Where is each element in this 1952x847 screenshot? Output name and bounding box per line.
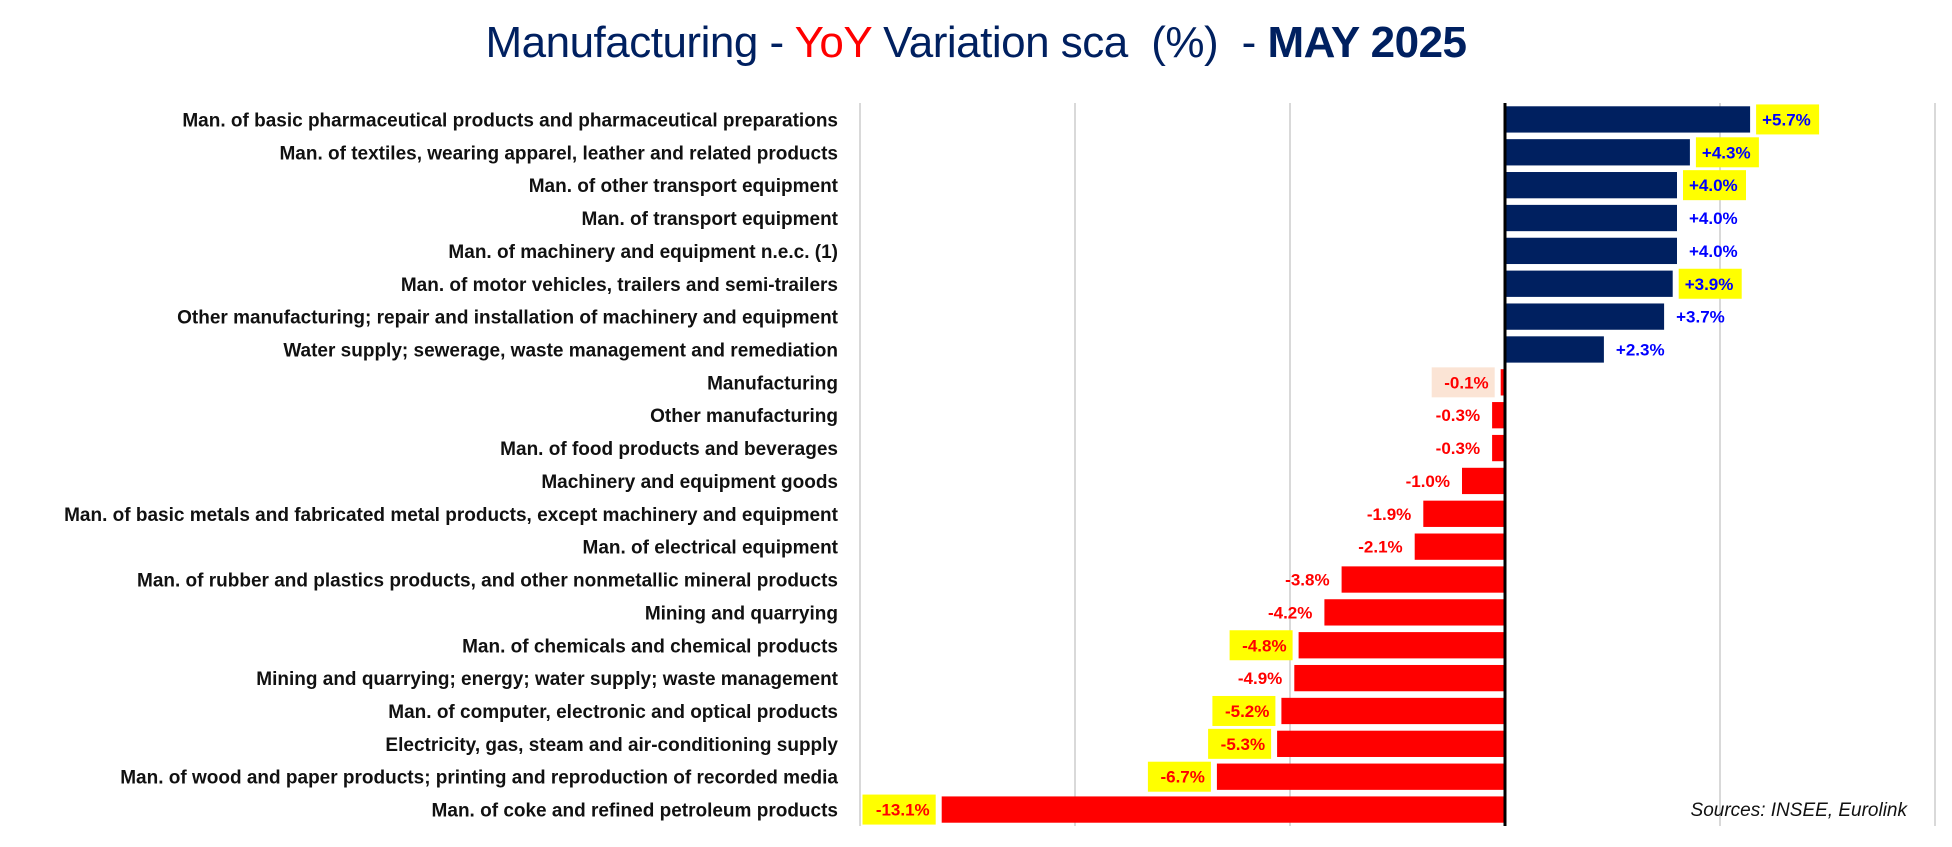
category-labels: Man. of basic pharmaceutical products an…	[64, 110, 839, 821]
title-part-yoy: YoY	[794, 18, 872, 67]
category-label: Electricity, gas, steam and air-conditio…	[385, 735, 838, 756]
bar	[1298, 632, 1505, 659]
bar	[1505, 204, 1677, 232]
data-label: -4.2%	[1268, 603, 1312, 622]
data-label: -0.1%	[1444, 373, 1488, 392]
data-label: -2.1%	[1358, 538, 1402, 557]
bar	[1281, 697, 1505, 725]
bar	[1505, 139, 1690, 166]
data-label: -5.2%	[1225, 702, 1269, 721]
bar	[1505, 336, 1604, 363]
category-label: Man. of basic metals and fabricated meta…	[64, 505, 839, 526]
data-label: +4.3%	[1702, 143, 1751, 162]
bar	[1505, 303, 1665, 330]
chart-title: Manufacturing - YoY Variation sca (%) - …	[0, 18, 1952, 68]
bar	[1492, 434, 1505, 462]
bar	[1414, 533, 1505, 560]
category-label: Man. of electrical equipment	[583, 538, 839, 559]
bars	[941, 106, 1751, 823]
data-label-highlight	[1208, 728, 1272, 759]
category-label: Other manufacturing	[650, 406, 838, 427]
data-label: +4.0%	[1689, 242, 1738, 261]
data-label-highlight	[1229, 630, 1293, 661]
category-label: Man. of basic pharmaceutical products an…	[182, 110, 838, 131]
bar	[1505, 172, 1677, 199]
bar	[1324, 599, 1505, 626]
category-label: Man. of motor vehicles, trailers and sem…	[401, 275, 838, 296]
data-label: -1.9%	[1367, 505, 1411, 524]
bar	[1216, 763, 1505, 790]
category-label: Man. of other transport equipment	[529, 176, 839, 197]
data-labels: +5.7% +4.3% +4.0% +4.0% +4.0% +3.9% +3.7% +2.3%…	[862, 104, 1820, 825]
bar	[1277, 730, 1505, 757]
data-label: +4.0%	[1689, 176, 1738, 195]
data-label: +2.3%	[1616, 340, 1665, 359]
data-label: -0.3%	[1436, 406, 1480, 425]
category-label: Man. of machinery and equipment n.e.c. (…	[448, 242, 838, 263]
category-label: Manufacturing	[707, 373, 838, 394]
category-label: Mining and quarrying; energy; water supp…	[256, 669, 838, 690]
data-label-highlight	[862, 794, 936, 825]
data-label: -3.8%	[1285, 571, 1329, 590]
category-label: Man. of textiles, wearing apparel, leath…	[279, 143, 838, 164]
category-label: Machinery and equipment goods	[541, 472, 838, 493]
bar	[1492, 402, 1505, 429]
title-part-variation: Variation sca (%) -	[871, 18, 1268, 67]
bar	[1505, 270, 1673, 297]
category-label: Man. of transport equipment	[582, 209, 839, 230]
data-label: +3.9%	[1685, 275, 1734, 294]
data-label-highlight	[1147, 761, 1211, 792]
data-label-highlight	[1756, 104, 1820, 135]
data-label-highlight	[1431, 367, 1495, 398]
bar	[1500, 369, 1505, 396]
bar	[941, 796, 1505, 823]
data-label: +4.0%	[1689, 209, 1738, 228]
category-label: Man. of computer, electronic and optical…	[388, 702, 838, 723]
data-label: +5.7%	[1762, 110, 1811, 129]
category-label: Man. of chemicals and chemical products	[462, 636, 838, 657]
category-label: Water supply; sewerage, waste management…	[283, 340, 838, 361]
data-label-highlight	[1678, 268, 1742, 299]
bar	[1462, 467, 1505, 495]
data-label: -4.8%	[1242, 636, 1286, 655]
data-label: -13.1%	[876, 801, 930, 820]
data-label: -5.3%	[1221, 735, 1265, 754]
title-part-manufacturing: Manufacturing -	[485, 18, 795, 67]
bar	[1423, 500, 1505, 527]
category-label: Other manufacturing; repair and installa…	[177, 308, 839, 329]
category-label: Man. of wood and paper products; printin…	[120, 768, 838, 789]
data-label: -1.0%	[1406, 472, 1450, 491]
data-label: +3.7%	[1676, 308, 1725, 327]
bar	[1294, 664, 1505, 692]
category-label: Man. of coke and refined petroleum produ…	[432, 801, 838, 822]
data-label-highlight	[1212, 695, 1276, 726]
data-label-highlight	[1695, 137, 1759, 168]
category-label: Mining and quarrying	[645, 603, 838, 624]
bar	[1505, 237, 1677, 265]
title-part-date: MAY 2025	[1267, 18, 1467, 67]
data-label-highlight	[1683, 170, 1746, 201]
category-label: Man. of food products and beverages	[500, 439, 838, 460]
bar	[1505, 106, 1751, 133]
data-label: -6.7%	[1160, 768, 1204, 787]
data-label: -0.3%	[1436, 439, 1480, 458]
bar	[1341, 566, 1505, 593]
data-label: -4.9%	[1238, 669, 1282, 688]
source-note: Sources: INSEE, Eurolink	[1691, 800, 1909, 821]
category-label: Man. of rubber and plastics products, an…	[137, 571, 838, 592]
